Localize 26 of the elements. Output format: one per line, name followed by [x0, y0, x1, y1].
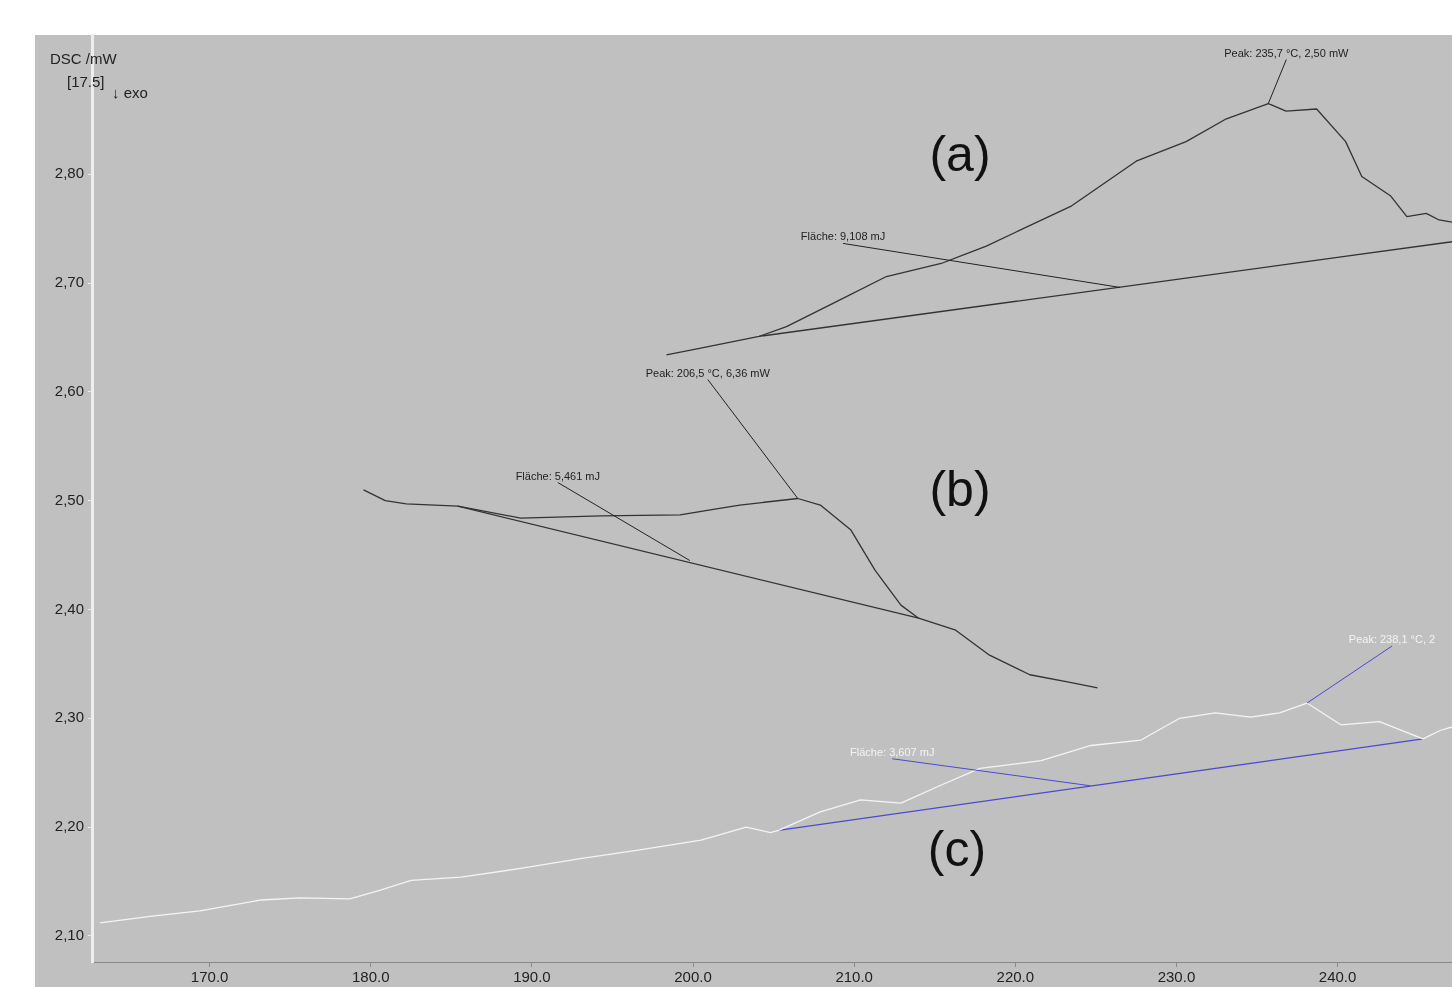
y-tick-label: 2,70 [54, 273, 84, 291]
annotation: [17.5] [67, 73, 105, 91]
annotation: Peak: 235,7 °C, 2,50 mW [1224, 46, 1350, 59]
x-tick-label: 220.0 [996, 968, 1035, 986]
x-tick-label: 230.0 [1157, 968, 1196, 986]
y-axis-title: DSC /mW [50, 50, 118, 68]
annotation: Fläche: 5,461 mJ [515, 469, 601, 482]
y-tick-label: 2,80 [54, 164, 84, 182]
x-tick-label: 200.0 [674, 968, 712, 986]
annotation: (b) [929, 460, 991, 517]
annotation: ↓ exo [112, 84, 148, 102]
x-tick-label: 180.0 [351, 968, 390, 986]
x-tick-label: 210.0 [835, 968, 873, 986]
y-tick-label: 2,60 [54, 382, 84, 400]
x-tick-label: 170.0 [190, 968, 229, 986]
x-tick-label: 240.0 [1318, 968, 1357, 986]
y-tick-label: 2,30 [54, 708, 84, 726]
annotation: Fläche: 9,108 mJ [800, 230, 886, 243]
y-tick-label: 2,20 [54, 817, 84, 835]
annotation: (c) [927, 820, 987, 877]
annotation: Peak: 206,5 °C, 6,36 mW [645, 366, 771, 379]
y-tick-label: 2,40 [54, 599, 84, 617]
y-tick-label: 2,10 [54, 926, 84, 944]
annotation: (a) [929, 125, 991, 182]
x-tick-label: 190.0 [513, 968, 551, 986]
y-tick-label: 2,50 [54, 490, 84, 508]
